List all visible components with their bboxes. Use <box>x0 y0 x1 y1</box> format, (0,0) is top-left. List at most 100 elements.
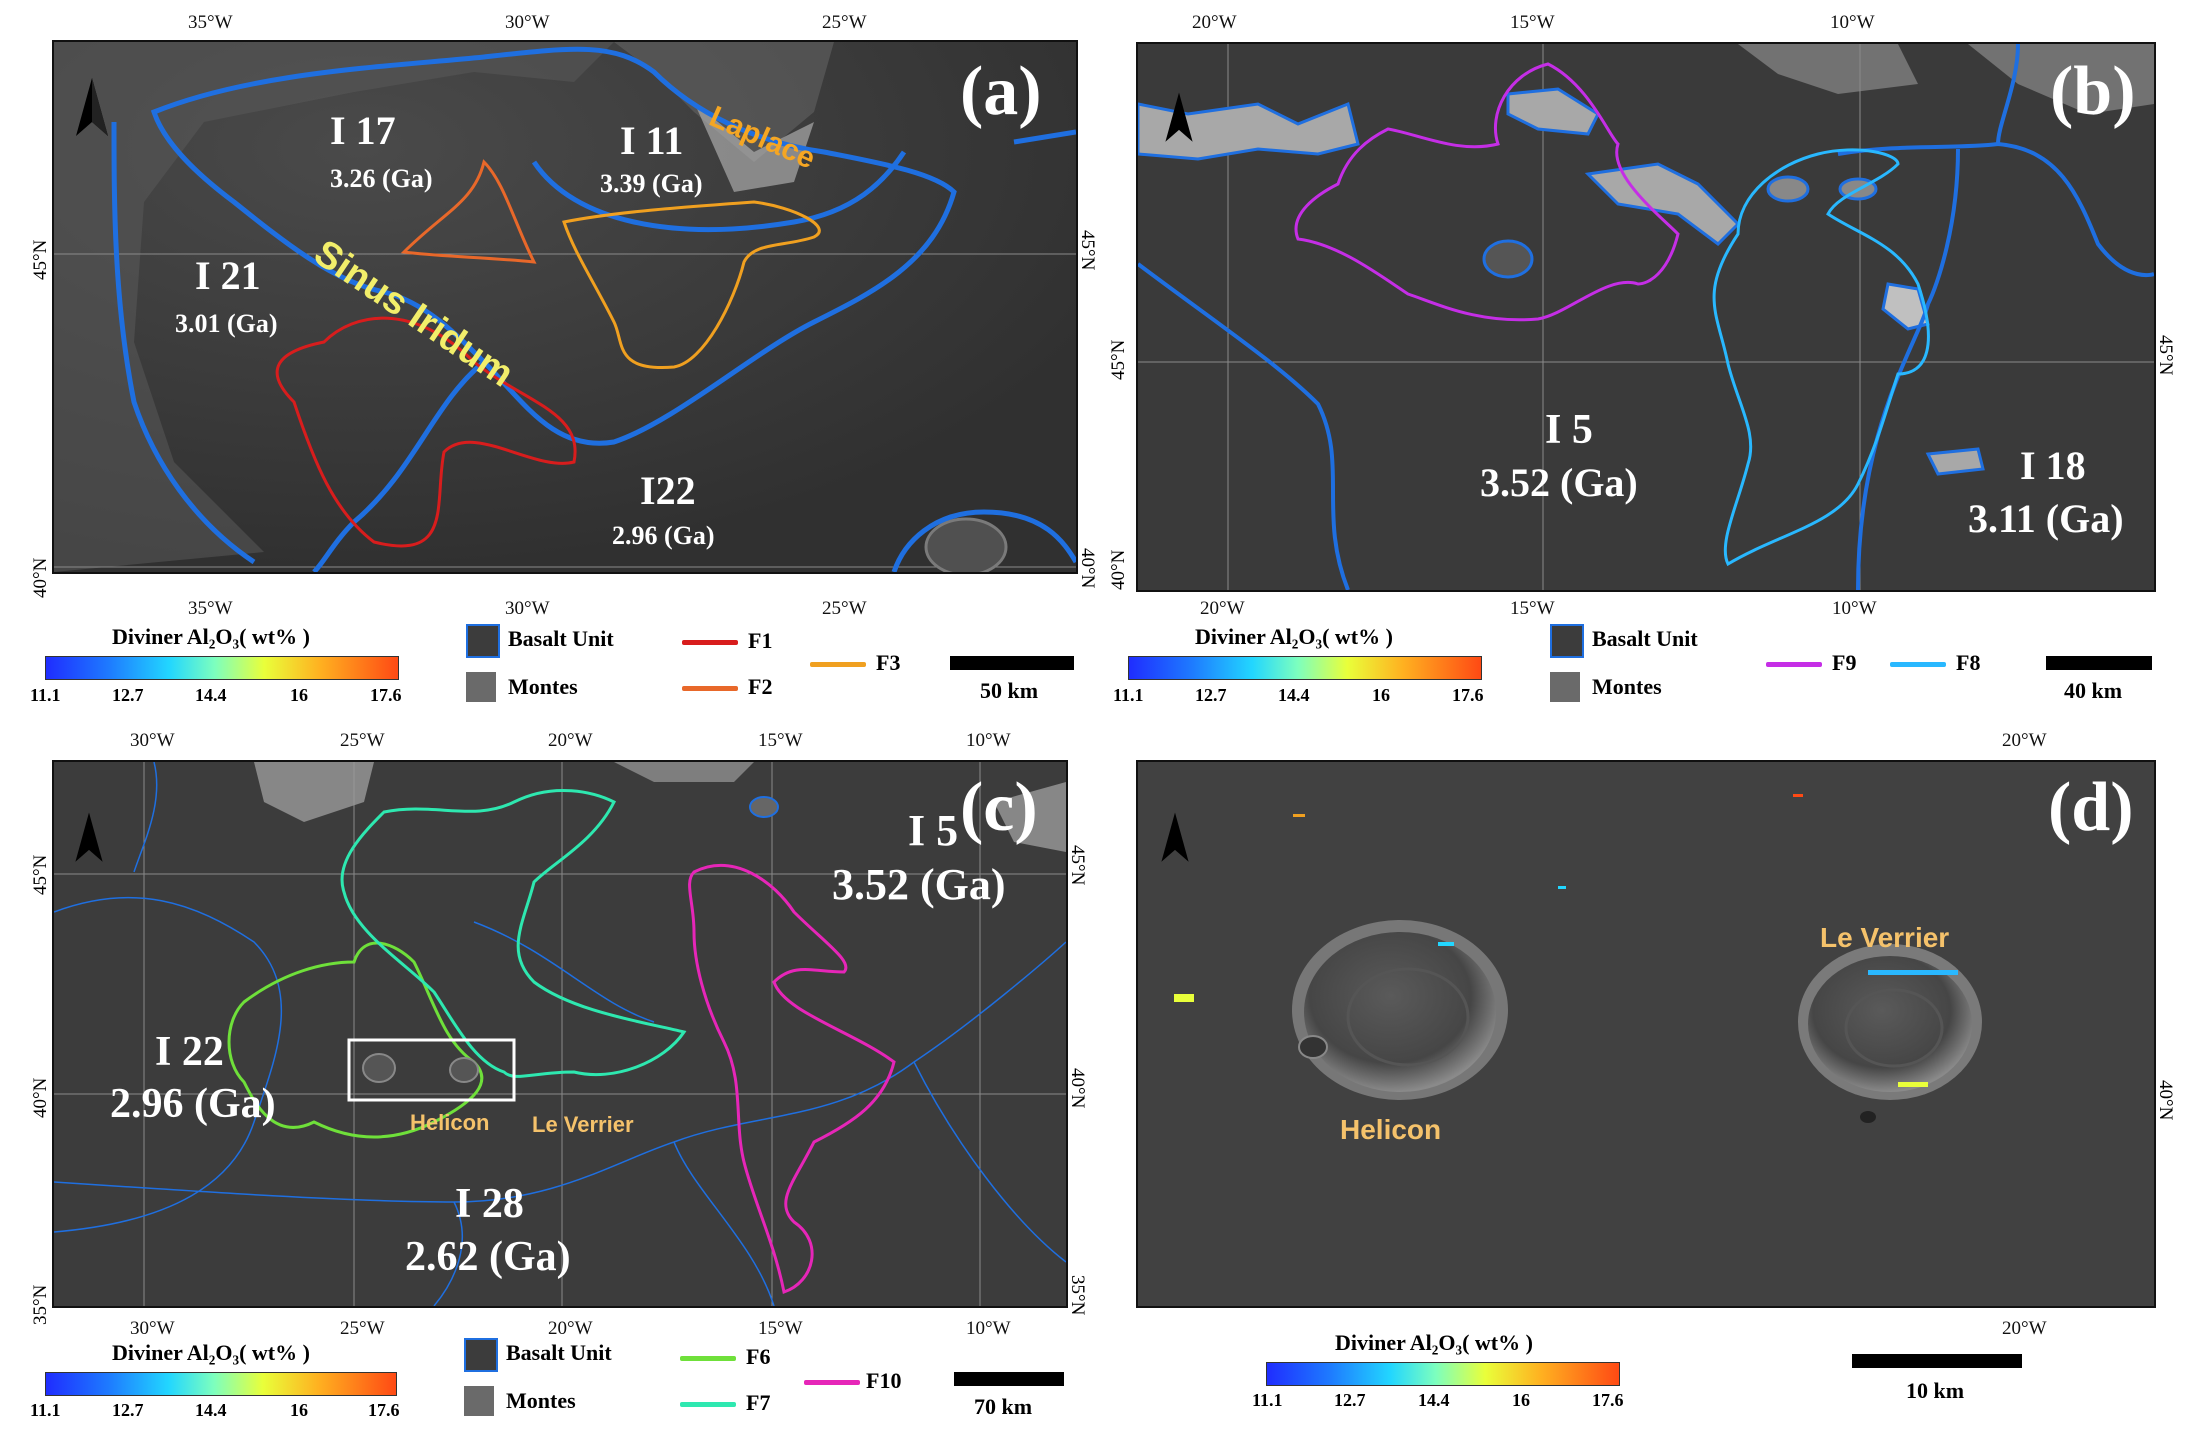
unit-name: I 28 <box>455 1181 524 1227</box>
north-arrow-icon <box>76 78 108 136</box>
bottom-tick: 35°W <box>188 598 233 619</box>
scale-label: 10 km <box>1906 1378 1965 1403</box>
scale-bar <box>950 656 1074 670</box>
colorbar-tick: 11.1 <box>1252 1390 1283 1410</box>
montes-swatch <box>466 672 496 702</box>
unit-name: I 21 <box>195 253 261 298</box>
map-b-canvas <box>1138 44 2154 590</box>
top-tick: 10°W <box>966 730 1011 751</box>
colorbar-tick: 12.7 <box>112 685 144 705</box>
unit-name: I 17 <box>330 108 396 153</box>
scale-label: 40 km <box>2064 678 2123 703</box>
legend-f2: F2 <box>748 674 773 699</box>
colorbar <box>45 656 399 680</box>
colorbar-tick: 17.6 <box>1592 1390 1624 1410</box>
colorbar-tick: 11.1 <box>30 1400 61 1420</box>
bottom-tick: 30°W <box>130 1318 175 1339</box>
scale-label: 50 km <box>980 678 1039 703</box>
left-tick: 45°N <box>30 239 51 280</box>
unit-name: I22 <box>640 468 696 513</box>
basalt-unit-swatch <box>1550 624 1584 658</box>
left-tick: 40°N <box>1108 549 1129 590</box>
bottom-tick: 15°W <box>1510 598 1555 619</box>
top-tick: 30°W <box>505 12 550 33</box>
unit-age: 3.39 (Ga) <box>600 169 703 198</box>
map-c <box>52 760 1068 1308</box>
top-tick: 10°W <box>1830 12 1875 33</box>
map-d <box>1136 760 2156 1308</box>
left-tick: 35°N <box>30 1284 51 1325</box>
legend-montes: Montes <box>508 674 578 699</box>
colorbar-tick: 11.1 <box>30 685 61 705</box>
f2-line <box>682 686 738 691</box>
scale-bar <box>1852 1354 2022 1368</box>
north-arrow-icon <box>1161 812 1189 862</box>
right-tick: 40°N <box>1077 548 1098 589</box>
colorbar-tick: 14.4 <box>1278 685 1310 705</box>
scale-bar <box>954 1372 1064 1386</box>
colorbar-tick: 14.4 <box>1418 1390 1450 1410</box>
bottom-tick: 20°W <box>2002 1318 2047 1339</box>
f1-line <box>682 640 738 645</box>
bottom-tick: 10°W <box>1832 598 1877 619</box>
panel-label: (c) <box>960 769 1038 846</box>
map-b <box>1136 42 2156 592</box>
scale-label: 70 km <box>974 1394 1033 1419</box>
panel-label: (b) <box>2050 53 2136 130</box>
right-tick: 45°N <box>1067 845 1088 886</box>
unit-name: I 11 <box>620 118 684 163</box>
colorbar-tick: 16 <box>290 685 308 705</box>
legend-basalt-unit: Basalt Unit <box>508 626 614 651</box>
legend-f1: F1 <box>748 628 773 653</box>
bottom-tick: 20°W <box>548 1318 593 1339</box>
legend-montes: Montes <box>1592 674 1662 699</box>
top-tick: 20°W <box>548 730 593 751</box>
colorbar-tick: 12.7 <box>1334 1390 1366 1410</box>
montes-swatch <box>464 1386 494 1416</box>
colorbar-tick: 16 <box>290 1400 308 1420</box>
top-tick: 20°W <box>2002 730 2047 751</box>
unit-age: 2.96 (Ga) <box>612 521 715 550</box>
right-tick: 40°N <box>1067 1068 1088 1109</box>
place-label-helicon: Helicon <box>1340 1114 1442 1145</box>
left-tick: 40°N <box>30 557 51 598</box>
top-tick: 15°W <box>1510 12 1555 33</box>
panel-label: (d) <box>2048 769 2134 846</box>
top-tick: 35°W <box>188 12 233 33</box>
colorbar-tick: 16 <box>1512 1390 1530 1410</box>
bottom-tick: 10°W <box>966 1318 1011 1339</box>
panel-label: (a) <box>960 53 1042 130</box>
colorbar-title: Diviner Al₂O₃( wt% ) <box>112 624 310 649</box>
colorbar-tick: 17.6 <box>368 1400 400 1420</box>
unit-age: 2.62 (Ga) <box>405 1234 571 1280</box>
map-a-canvas <box>54 42 1076 572</box>
colorbar-tick: 12.7 <box>112 1400 144 1420</box>
top-tick: 15°W <box>758 730 803 751</box>
colorbar-title: Diviner Al₂O₃( wt% ) <box>112 1340 310 1365</box>
unit-age: 2.96 (Ga) <box>110 1081 276 1127</box>
place-label-le-verrier: Le Verrier <box>1820 922 1950 953</box>
legend-f3: F3 <box>876 650 901 675</box>
montes-swatch <box>1550 672 1580 702</box>
legend-montes: Montes <box>506 1388 576 1413</box>
right-tick: 35°N <box>1067 1275 1088 1316</box>
colorbar-tick: 11.1 <box>1113 685 1144 705</box>
colorbar <box>1128 656 1482 680</box>
f9-line <box>1766 662 1822 667</box>
colorbar-tick: 12.7 <box>1195 685 1227 705</box>
unit-name: I 5 <box>908 806 959 855</box>
bottom-tick: 30°W <box>505 598 550 619</box>
colorbar-tick: 14.4 <box>195 685 227 705</box>
unit-age: 3.52 (Ga) <box>832 860 1006 909</box>
north-arrow-icon <box>1165 92 1193 142</box>
f7-line <box>680 1402 736 1407</box>
colorbar-tick: 16 <box>1372 685 1390 705</box>
legend-f6: F6 <box>746 1344 771 1369</box>
right-tick: 45°N <box>1077 230 1098 271</box>
left-tick: 45°N <box>30 854 51 895</box>
f10-line <box>804 1380 860 1385</box>
north-arrow-icon <box>75 812 103 862</box>
colorbar <box>45 1372 397 1396</box>
basalt-unit-swatch <box>464 1338 498 1372</box>
f8-line <box>1890 662 1946 667</box>
